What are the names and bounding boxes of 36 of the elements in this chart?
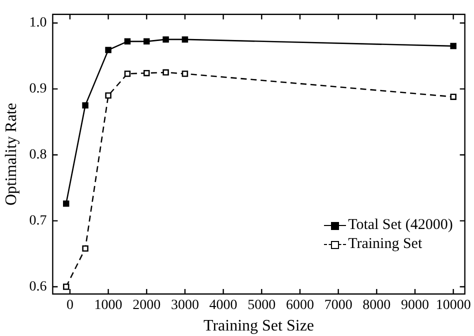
x-tick-label: 8000 <box>362 298 391 314</box>
point <box>105 46 112 54</box>
legend-label: Total Set (42000) <box>348 216 453 235</box>
point <box>450 42 456 50</box>
point <box>124 38 131 45</box>
point <box>182 70 188 77</box>
y-tick-label: 0.9 <box>29 82 47 97</box>
y-tick-label: 0.6 <box>29 279 47 294</box>
y-axis-title: Optimality Rate <box>2 102 20 206</box>
point <box>162 69 169 76</box>
point <box>82 102 88 109</box>
point <box>62 284 70 290</box>
x-tick-label: 1000 <box>94 298 122 314</box>
legend-label: Training Set <box>348 235 422 254</box>
point <box>144 70 150 76</box>
x-axis-title: Training Set Size <box>204 318 314 335</box>
x-tick-label: 7000 <box>324 298 352 314</box>
point <box>82 245 88 252</box>
y-tick-label: 0.7 <box>29 213 47 228</box>
x-tick-label: 4000 <box>209 298 238 314</box>
point <box>182 36 188 43</box>
point <box>124 70 131 77</box>
x-tick-label: 10000 <box>436 298 471 314</box>
point <box>162 36 169 43</box>
point <box>105 92 112 99</box>
y-tick-label: 1.0 <box>29 16 47 31</box>
point <box>144 38 150 45</box>
x-tick-label: 5000 <box>248 298 276 314</box>
x-tick-label: 3000 <box>170 298 199 314</box>
x-tick-label: 0 <box>66 298 74 314</box>
x-tick-label: 9000 <box>400 298 429 314</box>
x-tick-label: 6000 <box>286 298 314 314</box>
point <box>450 94 456 100</box>
y-tick-label: 0.8 <box>29 148 47 163</box>
x-tick-label: 2000 <box>132 298 161 314</box>
point <box>62 200 70 207</box>
